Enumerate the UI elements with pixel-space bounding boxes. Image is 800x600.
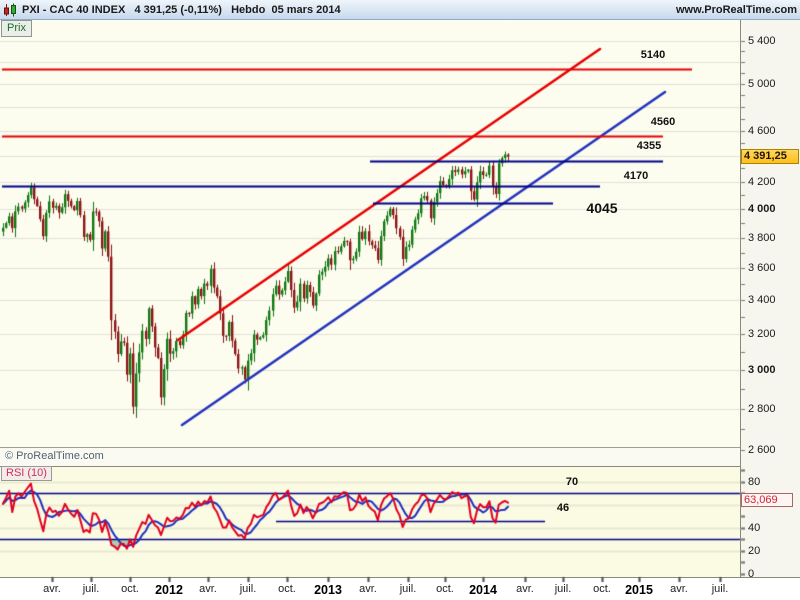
price-axis-label: 5 400 [748, 35, 776, 47]
tab-rsi-indicator[interactable]: RSI (10) [1, 466, 52, 481]
price-axis-label: 3 200 [748, 328, 776, 340]
level-label-4355: 4355 [636, 140, 662, 152]
date-axis-label: 2014 [469, 583, 497, 597]
price-axis-label: 3 800 [748, 232, 776, 244]
date-axis-label: 2015 [625, 583, 653, 597]
price-axis-label: 4 600 [748, 125, 776, 137]
spacer [125, 4, 134, 16]
price-axis-label: 2 800 [748, 403, 776, 415]
level-label-5140: 5140 [640, 49, 666, 61]
price-axis-label: 4 200 [748, 176, 776, 188]
date-axis-label: juil. [399, 583, 417, 595]
date-axis-label: oct. [121, 583, 139, 595]
date-axis-label: juil. [239, 583, 257, 595]
date-axis-label: 2012 [155, 583, 183, 597]
spacer [222, 4, 231, 16]
date-axis-label: oct. [278, 583, 296, 595]
date-axis-label: juil. [82, 583, 100, 595]
instrument-name: PXI - CAC 40 INDEX [22, 3, 126, 16]
date-axis-label: avr. [359, 583, 377, 595]
date-axis-label: juil. [554, 583, 572, 595]
timeframe-label: Hebdo [231, 3, 266, 16]
last-price-badge: 4 391,25 [741, 149, 799, 164]
rsi-level-label-70: 70 [565, 476, 579, 488]
rsi-axis-label: 20 [748, 545, 761, 557]
price-axis-label: 5 000 [748, 78, 776, 90]
tab-prix[interactable]: Prix [1, 20, 32, 37]
rsi-value-badge: 63,069 [741, 493, 793, 507]
date-axis-label: 2013 [314, 583, 342, 597]
date-axis-label: avr. [199, 583, 217, 595]
level-label-4045: 4045 [586, 200, 618, 216]
level-label-4170: 4170 [623, 170, 649, 182]
date-axis-label: avr. [670, 583, 688, 595]
rsi-axis-label: 80 [748, 476, 761, 488]
date-axis-label: juil. [711, 583, 729, 595]
price-axis-label: 3 600 [748, 262, 776, 274]
price-axis-label: 3 400 [748, 294, 776, 306]
cursor-date: 05 mars 2014 [271, 3, 341, 16]
prorealtime-watermark: © ProRealTime.com [5, 450, 104, 462]
candlestick-icon [4, 3, 16, 16]
price-axis-label: 2 600 [748, 444, 776, 456]
rsi-level-label-46: 46 [556, 502, 570, 514]
title-bar: PXI - CAC 40 INDEX 4 391,25 (-0,11%) Heb… [0, 0, 800, 20]
price-axis-label: 4 000 [748, 203, 776, 215]
rsi-axis-label: 0 [748, 568, 755, 580]
level-label-4560: 4560 [650, 116, 676, 128]
rsi-axis-label: 40 [748, 522, 761, 534]
date-axis-label: avr. [43, 583, 61, 595]
website-link[interactable]: www.ProRealTime.com [675, 3, 797, 16]
date-axis-label: oct. [436, 583, 454, 595]
date-axis-label: oct. [593, 583, 611, 595]
date-axis-label: avr. [516, 583, 534, 595]
last-quote: 4 391,25 (-0,11%) [134, 3, 222, 16]
price-axis-label: 3 000 [748, 364, 776, 376]
